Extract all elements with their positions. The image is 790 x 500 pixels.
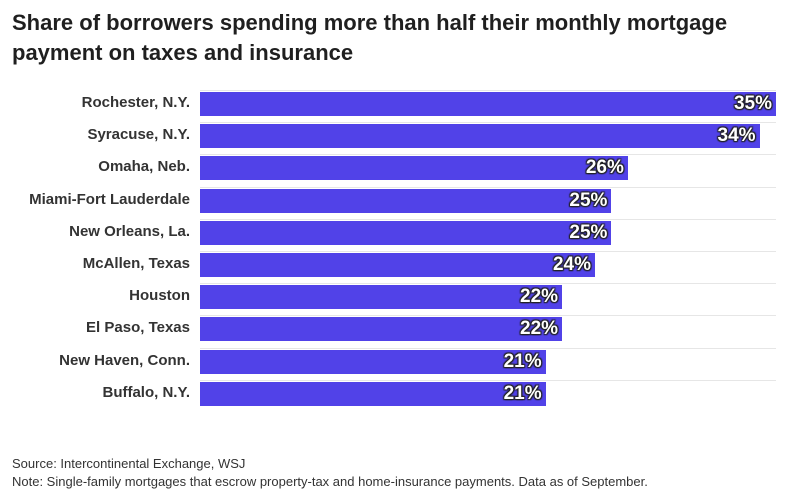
category-label: Houston	[129, 287, 190, 305]
bar-track	[200, 122, 776, 148]
bar-track	[200, 90, 776, 116]
category-label: Rochester, N.Y.	[81, 94, 190, 111]
bar	[200, 220, 612, 245]
bar-track	[200, 315, 776, 341]
bar-track	[200, 379, 776, 406]
bar	[200, 253, 595, 277]
category-label: New Orleans, La.	[69, 222, 190, 240]
value-label: 35%	[733, 93, 772, 114]
value-label: 21%	[503, 350, 542, 372]
value-label: 34%	[717, 125, 756, 147]
bar-track	[200, 154, 776, 180]
category-label: McAllen, Texas	[82, 255, 190, 272]
category-label: Omaha, Neb.	[98, 158, 190, 176]
value-label: 22%	[520, 318, 559, 340]
bar-track	[200, 251, 776, 277]
bar	[200, 349, 546, 374]
category-label: El Paso, Texas	[86, 319, 190, 337]
value-label: 26%	[585, 157, 624, 179]
category-label: Buffalo, N.Y.	[102, 383, 190, 401]
bar	[200, 381, 546, 406]
bar-track	[200, 347, 776, 374]
value-label: 22%	[520, 286, 559, 308]
category-label: Syracuse, N.Y.	[87, 126, 190, 144]
value-label: 21%	[503, 382, 542, 404]
source-note: Source: Intercontinental Exchange, WSJ	[12, 456, 246, 471]
bar	[200, 317, 563, 342]
value-label: 25%	[569, 221, 608, 243]
value-label: 25%	[569, 189, 608, 211]
bar-track	[200, 218, 776, 245]
bar	[200, 285, 563, 310]
category-label: Miami-Fort Lauderdale	[29, 190, 190, 208]
bar	[200, 124, 760, 149]
footnote: Note: Single-family mortgages that escro…	[12, 474, 648, 489]
chart-title: Share of borrowers spending more than ha…	[12, 10, 728, 65]
bar-chart: Rochester, N.Y. 35% Syracuse, N.Y. 34% Omaha…	[0, 90, 790, 412]
bar	[200, 188, 612, 213]
value-label: 24%	[552, 254, 591, 275]
bar-track	[200, 186, 776, 213]
bar-track	[200, 283, 776, 309]
bar	[200, 156, 628, 181]
bar	[200, 92, 776, 116]
category-label: New Haven, Conn.	[59, 351, 190, 369]
